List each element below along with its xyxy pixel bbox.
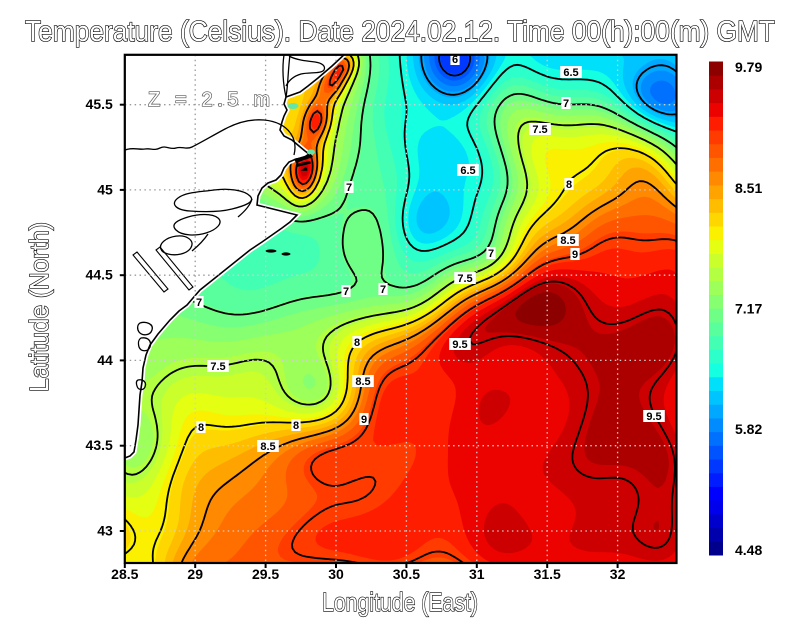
svg-text:8: 8 <box>566 179 572 191</box>
svg-text:7: 7 <box>563 98 569 110</box>
svg-text:29: 29 <box>187 566 203 582</box>
svg-text:43: 43 <box>97 523 113 539</box>
svg-text:9.79: 9.79 <box>735 59 762 75</box>
svg-text:8: 8 <box>293 420 299 432</box>
svg-text:5.82: 5.82 <box>735 421 762 437</box>
svg-text:7.5: 7.5 <box>210 361 225 373</box>
svg-text:Latitude (North): Latitude (North) <box>24 222 54 392</box>
svg-text:4.48: 4.48 <box>735 542 762 558</box>
svg-text:8: 8 <box>198 422 204 434</box>
svg-text:31.5: 31.5 <box>534 566 561 582</box>
svg-text:6.5: 6.5 <box>460 165 475 177</box>
svg-text:7: 7 <box>380 284 386 296</box>
svg-text:Longitude (East): Longitude (East) <box>322 587 478 617</box>
svg-text:8.51: 8.51 <box>735 180 762 196</box>
svg-text:32: 32 <box>610 566 626 582</box>
svg-text:29.5: 29.5 <box>252 566 279 582</box>
svg-text:44: 44 <box>97 352 113 368</box>
svg-text:9.5: 9.5 <box>646 411 661 423</box>
svg-text:9: 9 <box>361 414 367 426</box>
svg-text:7.5: 7.5 <box>457 273 472 285</box>
svg-text:8: 8 <box>354 337 360 349</box>
svg-text:7: 7 <box>346 182 352 194</box>
svg-text:45: 45 <box>97 181 113 197</box>
svg-text:8.5: 8.5 <box>560 235 575 247</box>
svg-text:31: 31 <box>469 566 485 582</box>
svg-text:43.5: 43.5 <box>86 437 113 453</box>
svg-text:7.17: 7.17 <box>735 301 762 317</box>
svg-text:7: 7 <box>488 248 494 260</box>
svg-text:6: 6 <box>452 54 458 66</box>
svg-text:8.5: 8.5 <box>355 376 370 388</box>
svg-text:30.5: 30.5 <box>393 566 420 582</box>
svg-text:9.5: 9.5 <box>452 339 467 351</box>
svg-text:30: 30 <box>328 566 344 582</box>
svg-text:7: 7 <box>196 297 202 309</box>
svg-text:8.5: 8.5 <box>260 441 275 453</box>
svg-text:28.5: 28.5 <box>111 566 138 582</box>
svg-text:45.5: 45.5 <box>86 96 113 112</box>
svg-text:44.5: 44.5 <box>86 267 113 283</box>
svg-text:6.5: 6.5 <box>563 67 578 79</box>
svg-text:7: 7 <box>343 286 349 298</box>
svg-text:Temperature (Celsius). Date 20: Temperature (Celsius). Date 2024.02.12. … <box>25 16 775 48</box>
svg-text:7.5: 7.5 <box>532 124 547 136</box>
svg-text:9: 9 <box>572 249 578 261</box>
